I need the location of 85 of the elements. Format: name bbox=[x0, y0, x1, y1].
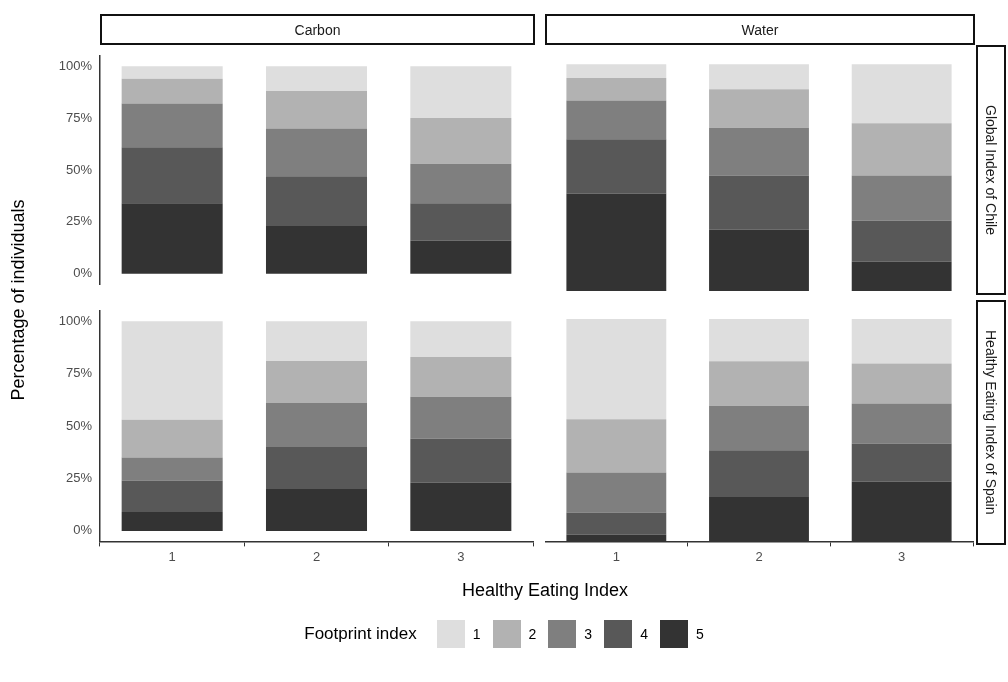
bar bbox=[410, 66, 512, 119]
bar bbox=[265, 361, 368, 404]
y2-axis-title: Global Index of Chile bbox=[976, 45, 1006, 295]
y2-axis-title: Healthy Eating Index of Spain bbox=[976, 300, 1006, 545]
y-tick-label: 100% bbox=[58, 57, 93, 73]
bar bbox=[709, 450, 809, 497]
bar bbox=[851, 123, 952, 176]
bar bbox=[566, 193, 667, 291]
bar bbox=[566, 419, 667, 473]
bar bbox=[851, 363, 952, 404]
bar bbox=[410, 356, 512, 397]
y-axis-title: Percentage of individuals bbox=[7, 199, 29, 401]
bar bbox=[121, 512, 223, 531]
bar bbox=[410, 118, 512, 164]
bar bbox=[566, 512, 667, 535]
legend-title: Footprint index bbox=[304, 624, 417, 644]
bar bbox=[566, 472, 667, 513]
legend-label: 5 bbox=[695, 626, 704, 642]
y-tick-label: 25% bbox=[65, 213, 93, 229]
bar bbox=[265, 91, 368, 129]
bar bbox=[121, 321, 223, 420]
bar bbox=[410, 240, 512, 274]
bar bbox=[410, 396, 512, 439]
bar bbox=[265, 321, 368, 362]
bar bbox=[265, 176, 368, 227]
bar bbox=[121, 103, 223, 148]
x-tick-label: 3 bbox=[457, 548, 465, 564]
bar bbox=[851, 261, 952, 291]
x-axis-title: Healthy Eating Index bbox=[461, 579, 629, 601]
y-tick-label: 50% bbox=[65, 417, 93, 433]
bar bbox=[709, 64, 809, 90]
bar bbox=[709, 89, 809, 128]
bar bbox=[709, 229, 809, 291]
y-tick-label: 0% bbox=[73, 522, 93, 538]
x-tick-label: 2 bbox=[312, 548, 321, 564]
bar bbox=[709, 405, 809, 451]
bar bbox=[410, 321, 512, 357]
bar bbox=[410, 203, 512, 241]
bar bbox=[265, 128, 368, 177]
bar bbox=[121, 480, 223, 513]
x-tick-label: 1 bbox=[168, 548, 176, 564]
bar bbox=[566, 139, 667, 194]
y-tick-label: 25% bbox=[65, 470, 93, 486]
bar bbox=[709, 361, 809, 406]
legend-label: 4 bbox=[640, 626, 648, 642]
bar bbox=[121, 78, 223, 104]
y-tick-label: 50% bbox=[65, 161, 93, 177]
bar bbox=[121, 419, 223, 458]
chart-title: Water bbox=[545, 14, 975, 45]
legend-label: 3 bbox=[584, 626, 593, 642]
bar bbox=[265, 226, 368, 274]
bar bbox=[566, 77, 667, 101]
bar bbox=[410, 482, 512, 531]
bar bbox=[851, 220, 952, 262]
bar bbox=[410, 438, 512, 483]
bar bbox=[709, 175, 809, 230]
bar bbox=[566, 64, 667, 78]
bar bbox=[410, 163, 512, 204]
bar bbox=[851, 64, 952, 124]
bar bbox=[566, 100, 667, 140]
bar bbox=[851, 175, 952, 221]
y-tick-label: 75% bbox=[65, 109, 93, 125]
bar bbox=[121, 66, 223, 79]
bar bbox=[709, 319, 809, 362]
bar bbox=[121, 147, 223, 204]
y-tick-label: 0% bbox=[73, 265, 93, 281]
bar bbox=[265, 66, 368, 92]
bar bbox=[851, 319, 952, 364]
x-tick-label: 1 bbox=[612, 548, 620, 564]
legend-label: 1 bbox=[472, 626, 481, 642]
x-tick-label: 2 bbox=[755, 548, 763, 564]
legend-label: 2 bbox=[528, 626, 537, 642]
bar bbox=[851, 443, 952, 482]
y-tick-label: 75% bbox=[65, 365, 93, 381]
bar bbox=[709, 127, 809, 176]
bar bbox=[121, 203, 223, 274]
bar bbox=[265, 403, 368, 448]
y-tick-label: 100% bbox=[58, 312, 93, 328]
bar bbox=[566, 319, 667, 420]
bar bbox=[265, 447, 368, 489]
x-tick-label: 3 bbox=[898, 548, 906, 564]
bar bbox=[121, 457, 223, 481]
chart-title: Carbon bbox=[100, 14, 535, 45]
bar bbox=[265, 488, 368, 531]
bar bbox=[851, 403, 952, 444]
